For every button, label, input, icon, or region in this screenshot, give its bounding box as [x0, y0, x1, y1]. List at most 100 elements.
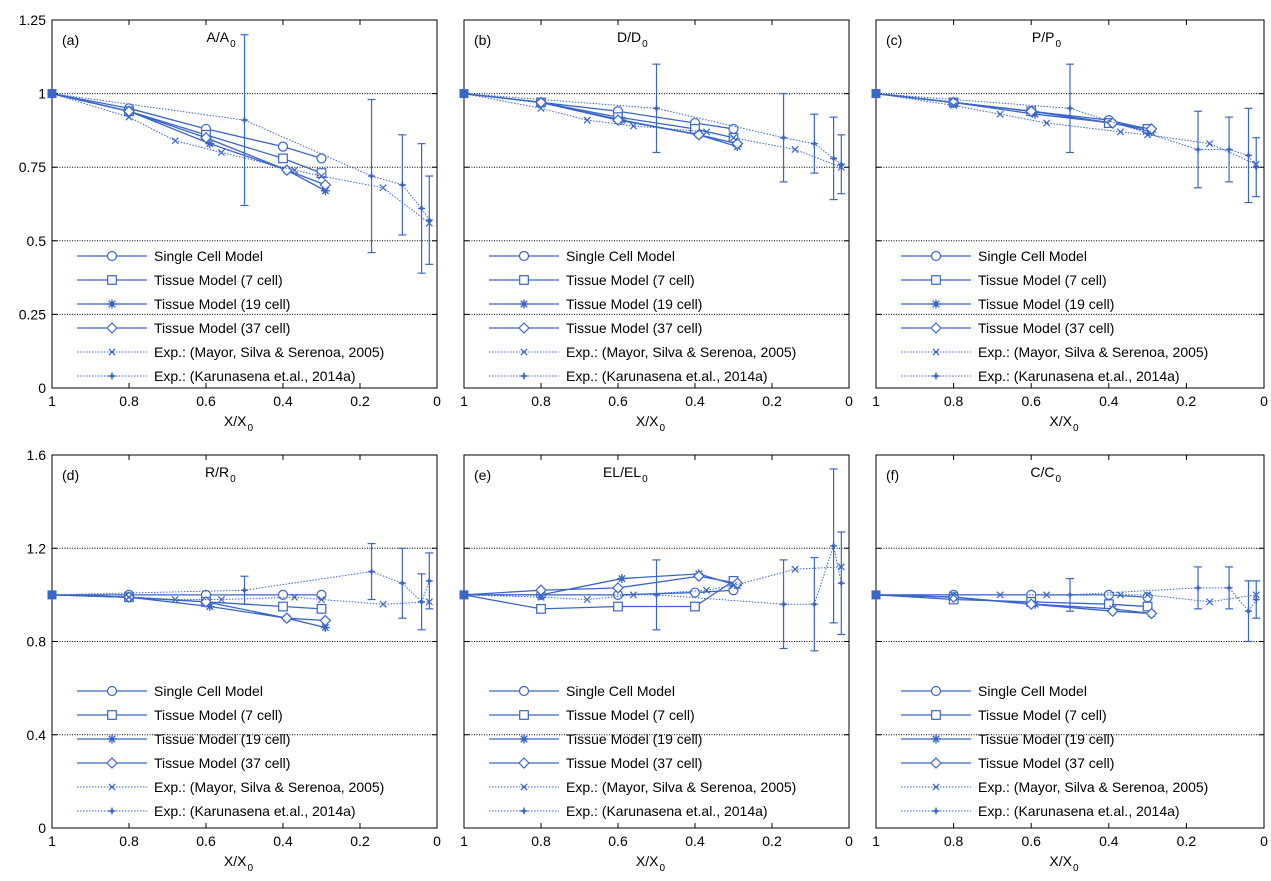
legend-marker: [519, 710, 529, 720]
legend-item: Exp.: (Karunasena et.al., 2014a): [489, 803, 768, 819]
data-point: [379, 184, 387, 192]
series-5: [876, 566, 1261, 643]
data-point: [837, 160, 845, 168]
data-point: [612, 582, 624, 594]
series-4: [51, 593, 433, 608]
legend-item: Single Cell Model: [901, 683, 1087, 699]
legend-marker: [106, 250, 118, 262]
legend-item: Tissue Model (37 cell): [77, 755, 290, 771]
data-point: [1142, 601, 1153, 612]
data-point: [1106, 117, 1119, 129]
x-tick-label: 0.6: [196, 833, 216, 849]
legend-marker: [518, 322, 530, 334]
legend-marker: [519, 734, 529, 744]
legend-label: Tissue Model (37 cell): [154, 755, 290, 771]
series-3: [875, 591, 1158, 620]
legend-marker: [106, 322, 118, 334]
start-point: [871, 89, 881, 99]
data-point: [653, 591, 660, 599]
legend-marker: [518, 250, 530, 262]
legend-marker: [107, 275, 117, 285]
x-tick-label: 0.2: [350, 833, 370, 849]
legend-marker: [520, 348, 528, 356]
legend-item: Tissue Model (7 cell): [489, 707, 695, 723]
x-axis-label-subscript: 0: [248, 423, 254, 434]
series-0: [52, 589, 327, 600]
series-2: [51, 92, 330, 196]
legend-label: Tissue Model (19 cell): [154, 296, 290, 312]
data-point: [1043, 119, 1051, 127]
series-line: [463, 93, 842, 168]
x-tick-label: 0.4: [273, 393, 293, 409]
data-point: [1206, 598, 1214, 606]
series-line: [51, 93, 430, 224]
legend-marker: [932, 372, 940, 380]
legend-label: Tissue Model (37 cell): [978, 755, 1114, 771]
x-tick-label: 0: [433, 393, 441, 409]
x-tick-label: 0.2: [1177, 833, 1197, 849]
legend-marker: [520, 807, 528, 815]
legend-marker: [107, 734, 117, 744]
data-point: [277, 589, 289, 600]
legend-marker: [932, 807, 940, 815]
data-point: [949, 101, 958, 110]
legend-label: Tissue Model (19 cell): [154, 731, 290, 747]
data-point: [379, 600, 387, 608]
x-axis-label: X/X: [1049, 853, 1072, 869]
legend-label: Tissue Model (37 cell): [566, 320, 702, 336]
x-axis-label: X/X: [636, 413, 659, 429]
legend-item: Exp.: (Karunasena et.al., 2014a): [901, 368, 1180, 384]
panel-title-subscript: 0: [230, 39, 236, 50]
data-point: [702, 128, 711, 136]
panel-title: EL/EL: [603, 464, 641, 480]
data-point: [281, 612, 293, 625]
legend-item: Exp.: (Karunasena et.al., 2014a): [77, 803, 356, 819]
x-tick-label: 0.8: [119, 833, 139, 849]
data-point: [729, 581, 738, 590]
y-tick-label: 0: [38, 820, 46, 836]
data-point: [418, 598, 426, 606]
data-point: [241, 586, 248, 594]
x-tick-label: 1: [460, 393, 468, 409]
legend-marker: [932, 783, 940, 791]
legend-marker: [931, 275, 941, 285]
data-point: [830, 542, 838, 550]
x-tick-label: 1: [48, 833, 56, 849]
data-point: [278, 601, 288, 612]
series-3: [51, 92, 332, 191]
x-tick-label: 0: [845, 393, 853, 409]
legend-marker: [520, 783, 528, 791]
data-point: [731, 137, 744, 150]
legend-marker: [108, 348, 116, 356]
legend-item: Single Cell Model: [489, 248, 675, 264]
x-axis-label-subscript: 0: [660, 863, 666, 874]
legend-marker: [931, 710, 941, 720]
start-point: [871, 590, 881, 600]
series-0: [51, 92, 327, 164]
data-point: [731, 577, 744, 590]
legend-label: Tissue Model (37 cell): [566, 755, 702, 771]
legend-label: Exp.: (Karunasena et.al., 2014a): [566, 368, 768, 384]
legend-label: Tissue Model (37 cell): [154, 320, 290, 336]
y-tick-label: 1.6: [27, 447, 47, 463]
x-tick-label: 0.2: [350, 393, 370, 409]
legend-label: Exp.: (Karunasena et.al., 2014a): [566, 803, 768, 819]
data-point: [1244, 151, 1252, 159]
x-axis-label: X/X: [636, 853, 659, 869]
x-tick-label: 0.6: [608, 833, 628, 849]
x-axis-label-subscript: 0: [1073, 863, 1079, 874]
panel-title-subscript: 0: [1055, 39, 1061, 50]
legend-label: Tissue Model (19 cell): [978, 731, 1114, 747]
legend: Single Cell Model Tissue Model (7 cell) Ti…: [901, 683, 1208, 819]
data-point: [200, 131, 212, 144]
data-point: [125, 113, 133, 121]
data-point: [317, 595, 326, 604]
x-tick-label: 0.8: [119, 393, 139, 409]
series-line: [463, 566, 842, 601]
x-tick-label: 0: [1260, 833, 1268, 849]
plot-frame: [51, 19, 438, 389]
panel-title: A/A: [207, 29, 230, 45]
legend-item: Tissue Model (19 cell): [77, 731, 290, 747]
data-point: [1030, 109, 1040, 119]
